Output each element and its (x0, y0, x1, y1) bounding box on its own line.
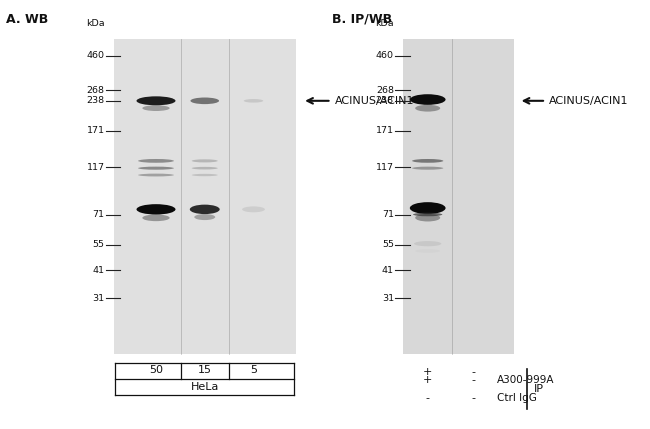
Text: +: + (423, 375, 432, 385)
Text: kDa: kDa (86, 19, 105, 28)
Ellipse shape (138, 159, 174, 163)
Text: 5: 5 (250, 365, 257, 375)
Text: 31: 31 (92, 294, 105, 302)
Text: 171: 171 (86, 127, 105, 135)
Text: 268: 268 (86, 86, 105, 94)
Text: Ctrl IgG: Ctrl IgG (497, 393, 537, 403)
Text: kDa: kDa (375, 19, 394, 28)
Text: 460: 460 (86, 51, 105, 60)
Ellipse shape (138, 174, 174, 176)
Text: -: - (471, 393, 475, 403)
Text: 71: 71 (382, 210, 394, 219)
Text: ACINUS/ACIN1: ACINUS/ACIN1 (335, 96, 414, 106)
Text: 50: 50 (149, 365, 163, 375)
Ellipse shape (415, 105, 440, 112)
Ellipse shape (412, 159, 443, 163)
Text: 55: 55 (93, 240, 105, 249)
Text: 31: 31 (382, 294, 394, 302)
Text: HeLa: HeLa (190, 382, 219, 392)
Text: 460: 460 (376, 51, 394, 60)
Ellipse shape (242, 206, 265, 212)
Ellipse shape (410, 94, 446, 105)
Bar (114, 39, 296, 354)
Text: 117: 117 (376, 163, 394, 172)
Ellipse shape (142, 214, 170, 221)
Text: 268: 268 (376, 86, 394, 94)
Ellipse shape (190, 97, 219, 104)
Bar (403, 39, 514, 354)
Ellipse shape (192, 167, 218, 169)
Ellipse shape (414, 241, 441, 246)
Ellipse shape (413, 213, 443, 216)
Text: -: - (426, 393, 430, 403)
Ellipse shape (415, 214, 440, 221)
Text: 171: 171 (376, 127, 394, 135)
Text: 15: 15 (198, 365, 212, 375)
Text: 238: 238 (376, 97, 394, 105)
Text: -: - (471, 375, 475, 385)
Ellipse shape (412, 166, 443, 170)
Ellipse shape (192, 174, 218, 176)
Text: 41: 41 (93, 266, 105, 275)
Text: IP: IP (534, 384, 544, 394)
Ellipse shape (194, 214, 215, 220)
Text: A. WB: A. WB (6, 13, 49, 26)
Ellipse shape (136, 97, 176, 105)
Text: +: + (423, 367, 432, 377)
Text: -: - (471, 367, 475, 377)
Ellipse shape (192, 159, 218, 163)
Text: ACINUS/ACIN1: ACINUS/ACIN1 (549, 96, 629, 106)
Text: 71: 71 (93, 210, 105, 219)
Text: 41: 41 (382, 266, 394, 275)
Text: A300-999A: A300-999A (497, 375, 554, 385)
Ellipse shape (410, 202, 446, 214)
Ellipse shape (415, 249, 440, 253)
Text: 238: 238 (86, 97, 105, 105)
Ellipse shape (142, 105, 170, 111)
Text: B. IP/WB: B. IP/WB (332, 13, 391, 26)
Ellipse shape (244, 99, 263, 103)
Text: 55: 55 (382, 240, 394, 249)
Ellipse shape (138, 166, 174, 170)
Ellipse shape (190, 205, 220, 214)
Text: 117: 117 (86, 163, 105, 172)
Ellipse shape (136, 204, 176, 214)
